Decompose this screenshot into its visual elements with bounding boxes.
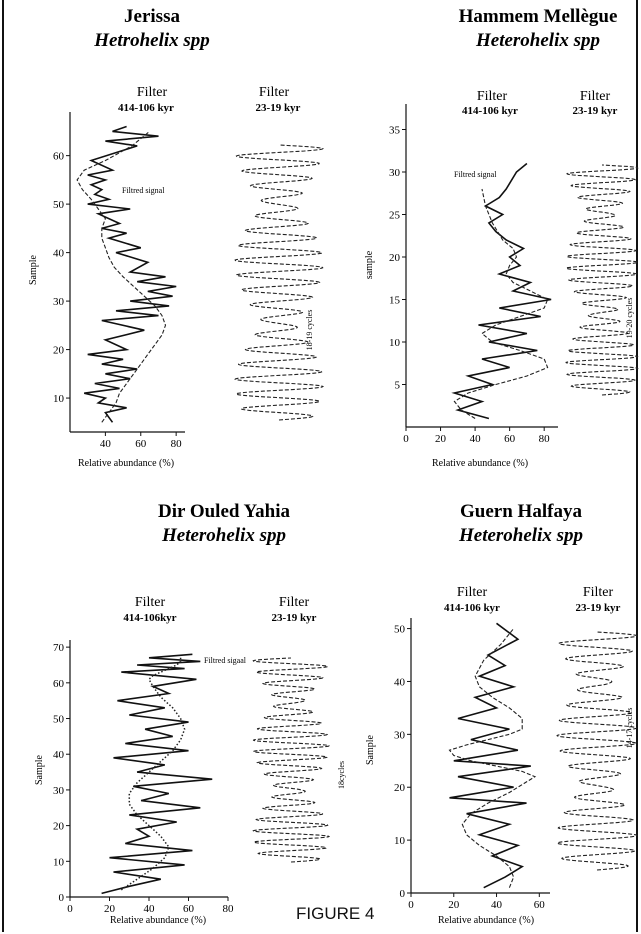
dataset3-x-tick-label: 0 bbox=[67, 903, 73, 915]
dataset2-filter2-title: Filter bbox=[580, 89, 611, 104]
dataset3-filter1-subtitle: 414-106kyr bbox=[123, 612, 176, 624]
dataset1-taxon-subtitle: Hetrohelix spp bbox=[93, 30, 210, 51]
dataset1-filter2-title: Filter bbox=[259, 85, 290, 100]
dataset3-y-tick-label: 50 bbox=[53, 714, 65, 726]
dataset3-cycles-label: 18cycles bbox=[337, 761, 346, 789]
dataset4-y-tick-label: 50 bbox=[394, 624, 406, 636]
dataset1-filtered-signal-label: Filtred signal bbox=[122, 186, 165, 195]
dataset2-filter1-title: Filter bbox=[477, 89, 508, 104]
dataset3-x-tick-label: 20 bbox=[104, 903, 116, 915]
figure-caption: FIGURE 4 bbox=[296, 904, 375, 923]
dataset3-x-axis-label: Relative abundance (%) bbox=[110, 915, 206, 926]
dataset1-filter1-subtitle: 414-106 kyr bbox=[118, 102, 174, 114]
dataset4-y-tick-label: 10 bbox=[394, 835, 406, 847]
dataset4-x-tick-label: 60 bbox=[534, 899, 546, 911]
dataset2-filter2-subtitle: 23-19 kyr bbox=[573, 105, 618, 117]
dataset4-y-axis-label: Sample bbox=[365, 734, 376, 765]
dataset2-x-axis-label: Relative abundance (%) bbox=[432, 458, 528, 469]
dataset4-y-tick-label: 0 bbox=[400, 888, 406, 900]
dataset1-y-tick-label: 10 bbox=[53, 393, 65, 405]
dataset2-x-tick-label: 60 bbox=[504, 433, 516, 445]
dataset2-y-tick-label: 30 bbox=[389, 167, 401, 179]
dataset2-y-tick-label: 20 bbox=[389, 252, 401, 264]
dataset4-cycles-label: 14-17 cycles bbox=[625, 708, 634, 749]
dataset2-filter1-series-2-dashed bbox=[453, 188, 549, 419]
dataset3-y-tick-label: 10 bbox=[53, 856, 65, 868]
dataset1-y-tick-label: 40 bbox=[53, 248, 65, 260]
dataset4-filter1-subtitle: 414-106 kyr bbox=[444, 602, 500, 614]
dataset4-filter1-series-2-dashed bbox=[448, 628, 537, 888]
dataset3-y-tick-label: 0 bbox=[59, 892, 65, 904]
dataset3-filter1-series-2-dotted bbox=[120, 657, 186, 891]
dataset2-y-tick-label: 10 bbox=[389, 337, 401, 349]
dataset4-filter2-subtitle: 23-19 kyr bbox=[576, 602, 621, 614]
dataset4-y-tick-label: 40 bbox=[394, 676, 406, 688]
dataset1-y-tick-label: 60 bbox=[53, 151, 65, 163]
dataset4-x-axis-label: Relative abundance (%) bbox=[438, 915, 534, 926]
dataset3-x-tick-label: 40 bbox=[144, 903, 156, 915]
dataset2-filter1-subtitle: 414-106 kyr bbox=[462, 105, 518, 117]
dataset2-site-title: Hammem Mellègue bbox=[459, 6, 618, 27]
dataset2-taxon-subtitle: Heterohelix spp bbox=[475, 30, 600, 51]
dataset4-x-tick-label: 0 bbox=[408, 899, 414, 911]
dataset2-x-tick-label: 0 bbox=[403, 433, 409, 445]
dataset2-filter2-series-dashed bbox=[565, 164, 639, 396]
dataset3-taxon-subtitle: Heterohelix spp bbox=[161, 525, 286, 546]
dataset4-x-tick-label: 20 bbox=[448, 899, 460, 911]
dataset3-y-tick-label: 30 bbox=[53, 785, 65, 797]
dataset4-y-tick-label: 20 bbox=[394, 782, 406, 794]
dataset4-y-tick-label: 30 bbox=[394, 729, 406, 741]
dataset4-filter2-title: Filter bbox=[583, 585, 614, 600]
dataset3-y-tick-label: 60 bbox=[53, 678, 65, 690]
dataset3-x-tick-label: 60 bbox=[183, 903, 195, 915]
dataset2-x-tick-label: 20 bbox=[435, 433, 447, 445]
dataset2-y-tick-label: 5 bbox=[395, 380, 401, 392]
dataset1-x-axis-label: Relative abundance (%) bbox=[78, 458, 174, 469]
dataset3-filter2-title: Filter bbox=[279, 595, 310, 610]
dataset3-filtered-signal-label: Filtred sigaal bbox=[204, 656, 247, 665]
dataset1-x-tick-label: 60 bbox=[135, 438, 147, 450]
dataset3-filter1-series-1-solid bbox=[101, 653, 213, 895]
dataset3-x-tick-label: 80 bbox=[223, 903, 235, 915]
dataset1-y-tick-label: 30 bbox=[53, 296, 65, 308]
dataset4-taxon-subtitle: Heterohelix spp bbox=[458, 525, 583, 546]
dataset1-cycles-label: 18-19 cycles bbox=[305, 310, 314, 351]
dataset1-filter2-series-dashed bbox=[234, 144, 325, 421]
dataset3-filter1-title: Filter bbox=[135, 595, 166, 610]
dataset3-filter2-subtitle: 23-19 kyr bbox=[272, 612, 317, 624]
dataset2-x-tick-label: 40 bbox=[470, 433, 482, 445]
dataset4-filter2-series-dashed bbox=[556, 631, 638, 871]
dataset3-y-axis-label: Sample bbox=[34, 754, 45, 785]
dataset2-x-tick-label: 80 bbox=[539, 433, 551, 445]
dataset4-x-tick-label: 40 bbox=[491, 899, 503, 911]
dataset4-filter1-title: Filter bbox=[457, 585, 488, 600]
dataset1-filter2-subtitle: 23-19 kyr bbox=[256, 102, 301, 114]
dataset1-y-axis-label: Sample bbox=[28, 254, 39, 285]
dataset2-filtered-signal-label: Filtred signal bbox=[454, 170, 497, 179]
dataset1-x-tick-label: 80 bbox=[171, 438, 183, 450]
dataset1-filter1-series-1-solid bbox=[84, 125, 177, 423]
dataset3-filter2-series-dashed bbox=[252, 657, 331, 863]
dataset3-y-tick-label: 20 bbox=[53, 821, 65, 833]
dataset4-site-title: Guern Halfaya bbox=[460, 501, 582, 522]
dataset2-y-tick-label: 35 bbox=[389, 125, 401, 137]
dataset2-filter1-series-1-solid bbox=[451, 162, 552, 420]
dataset2-y-tick-label: 25 bbox=[389, 210, 401, 222]
dataset1-filter1-title: Filter bbox=[137, 85, 168, 100]
dataset3-site-title: Dir Ouled Yahia bbox=[158, 501, 290, 522]
dataset1-y-tick-label: 20 bbox=[53, 345, 65, 357]
dataset2-y-axis-label: sample bbox=[364, 250, 375, 279]
dataset4-filter1-series-1-solid bbox=[449, 622, 531, 889]
dataset2-y-tick-label: 15 bbox=[389, 295, 401, 307]
dataset1-filter1-series-2-dashed bbox=[76, 130, 167, 423]
dataset1-site-title: Jerissa bbox=[124, 6, 180, 27]
dataset1-x-tick-label: 40 bbox=[100, 438, 112, 450]
dataset1-y-tick-label: 50 bbox=[53, 199, 65, 211]
dataset3-y-tick-label: 40 bbox=[53, 749, 65, 761]
dataset3-y-tick-label: 70 bbox=[53, 642, 65, 654]
dataset2-cycles-label: 19-20 cycles bbox=[625, 298, 634, 339]
